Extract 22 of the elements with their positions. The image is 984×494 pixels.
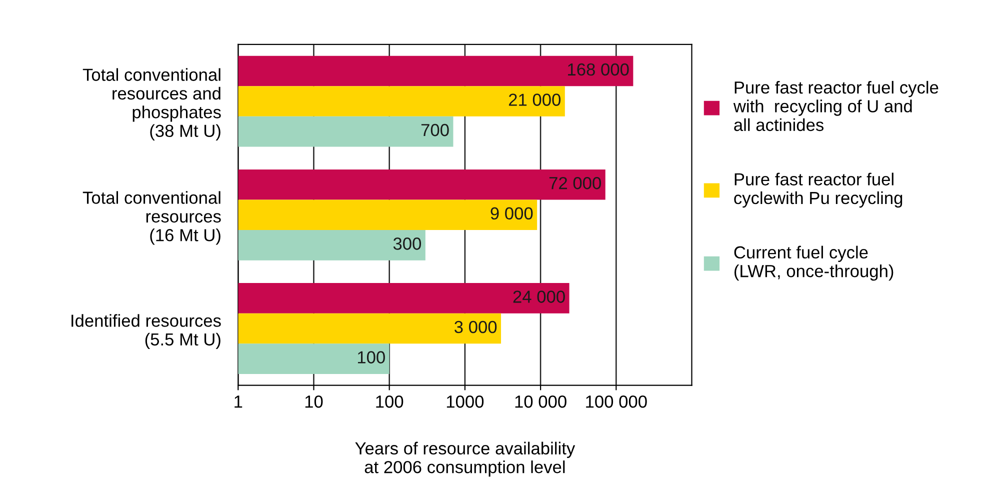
legend-label: Current fuel cycle (LWR, once-through) [734,246,894,281]
data-label: 700 [421,124,449,136]
x-axis-title: Years of resource availability at 2006 consumption level [355,442,576,477]
data-label: 300 [393,238,422,250]
data-label: 168 000 [568,63,629,76]
data-label: 100 [358,351,385,364]
y-tick-label: Identified resources (5.5 Mt U) [72,314,221,350]
data-label: 9 000 [490,207,533,220]
x-tick-label: 10 [305,396,323,408]
legend-label: Pure fast reactor fuel cyclewith Pu recycling [734,172,902,208]
data-label: 21 000 [508,94,561,106]
x-tick-label: 100 000 [586,396,647,408]
data-label: 24 000 [513,290,565,303]
legend-label: Pure fast reactor fuel cycle with recycling of U and all actinides [733,80,938,132]
data-label: 72 000 [549,176,601,190]
x-tick-label: 1000 [446,396,484,408]
x-tick-label: 10 000 [515,396,566,408]
x-tick-label: 1 [234,396,242,408]
y-tick-label: Total conventional resources and phosphates (38 Mt U) [82,68,221,140]
x-tick-label: 100 [376,396,404,408]
data-label: 3 000 [454,320,497,334]
y-tick-label: Total conventional resources (16 Mt U) [82,191,221,245]
